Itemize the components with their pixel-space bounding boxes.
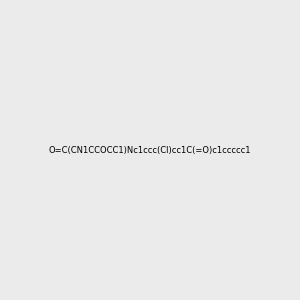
Text: O=C(CN1CCOCC1)Nc1ccc(Cl)cc1C(=O)c1ccccc1: O=C(CN1CCOCC1)Nc1ccc(Cl)cc1C(=O)c1ccccc1 — [49, 146, 251, 154]
